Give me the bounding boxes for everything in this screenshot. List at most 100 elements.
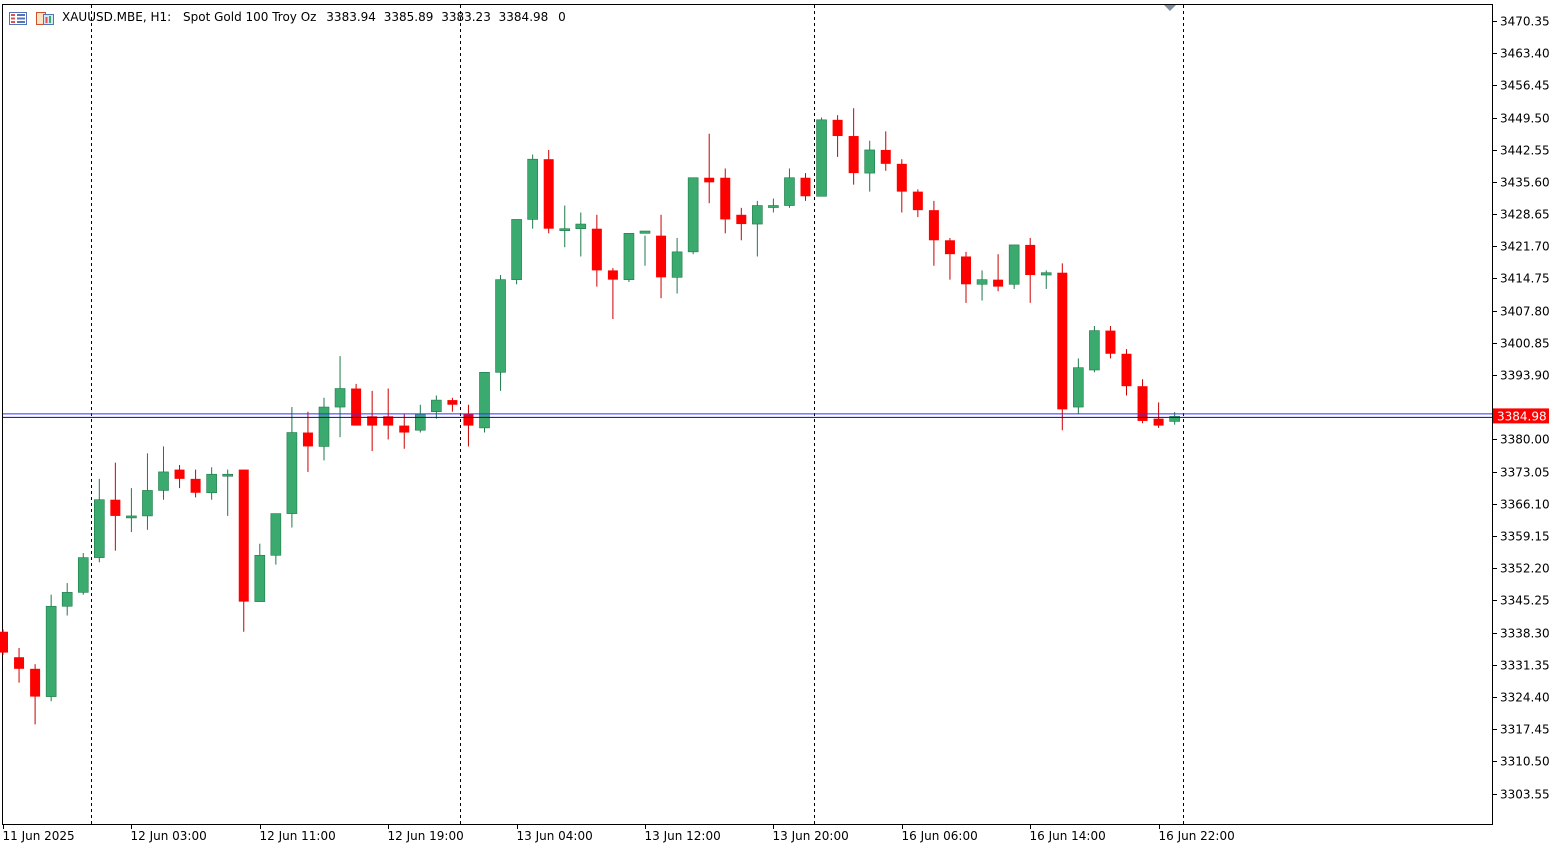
candle-body xyxy=(61,592,73,607)
candle-body xyxy=(511,219,522,280)
chart-header: XAUUSD.MBE, H1: Spot Gold 100 Troy Oz 33… xyxy=(62,10,570,24)
open-value: 3383.94 xyxy=(326,10,376,24)
price-lines xyxy=(3,413,1492,418)
candle xyxy=(896,159,907,213)
y-tick-label: 3414.75 xyxy=(1500,272,1550,286)
candle-body xyxy=(912,191,923,211)
candle xyxy=(302,411,313,472)
candle-body xyxy=(559,228,571,231)
candle xyxy=(527,154,538,229)
candle xyxy=(656,214,667,299)
symbol-label: XAUUSD.MBE, H1: xyxy=(62,10,172,24)
candle-body xyxy=(158,471,169,491)
candle xyxy=(14,647,25,683)
candle-body xyxy=(479,372,490,429)
x-tick-label: 16 Jun 22:00 xyxy=(1159,829,1235,843)
candle xyxy=(254,543,266,602)
candle xyxy=(993,254,1004,292)
current-price-label: 3384.98 xyxy=(1497,409,1547,423)
candle xyxy=(463,404,474,447)
candle xyxy=(607,268,618,320)
candle xyxy=(1040,270,1052,289)
scroll-marker-icon[interactable] xyxy=(1164,5,1176,11)
candle-body xyxy=(976,279,988,285)
y-tick-label: 3338.30 xyxy=(1500,627,1550,641)
y-tick-label: 3407.80 xyxy=(1500,305,1550,319)
candle-body xyxy=(687,177,699,253)
y-tick-label: 3428.65 xyxy=(1500,208,1550,222)
candle-body xyxy=(318,406,330,447)
candle-body xyxy=(351,388,362,426)
x-tick-label: 13 Jun 20:00 xyxy=(773,829,849,843)
candle-body xyxy=(45,605,57,697)
candle-body xyxy=(639,230,651,234)
candle-body xyxy=(302,432,313,447)
candle xyxy=(720,168,731,234)
candle xyxy=(671,237,683,294)
candle xyxy=(174,464,185,489)
candle xyxy=(704,133,715,204)
y-tick-label: 3400.85 xyxy=(1500,337,1550,351)
candle-body xyxy=(816,119,827,197)
candle-body xyxy=(1089,330,1100,371)
candle xyxy=(222,469,233,516)
candle-body xyxy=(752,205,763,225)
candle-body xyxy=(1137,386,1148,421)
candle xyxy=(367,390,378,452)
candle xyxy=(1089,325,1100,373)
y-tick-label: 3310.50 xyxy=(1500,755,1550,769)
candle-body xyxy=(993,279,1004,287)
x-tick-label: 16 Jun 06:00 xyxy=(902,829,978,843)
candle-body xyxy=(190,478,201,493)
candle-body xyxy=(30,668,41,697)
candle-body xyxy=(414,413,426,431)
candle xyxy=(479,372,490,433)
candle-body xyxy=(720,177,731,220)
candle-body xyxy=(832,119,843,137)
candle xyxy=(142,453,153,530)
candle-body xyxy=(607,270,618,280)
candle-body xyxy=(0,631,8,653)
candle-body xyxy=(527,158,538,220)
chart-window-icon[interactable] xyxy=(36,10,54,25)
candle-body xyxy=(238,469,249,602)
candle-body xyxy=(367,416,378,426)
candle-body xyxy=(206,473,217,494)
y-tick-label: 3463.40 xyxy=(1500,47,1550,61)
candle-body xyxy=(944,240,955,255)
y-tick-label: 3317.45 xyxy=(1500,723,1550,737)
candle xyxy=(1121,349,1132,396)
candle xyxy=(832,115,843,157)
candle-body xyxy=(94,499,105,558)
chart-list-icon[interactable] xyxy=(9,10,27,25)
candle xyxy=(768,198,779,213)
candle-body xyxy=(383,416,394,426)
candle-body xyxy=(623,233,635,280)
y-tick-label: 3331.35 xyxy=(1500,659,1550,673)
y-tick-label: 3442.55 xyxy=(1500,144,1550,158)
y-tick-label: 3352.20 xyxy=(1500,562,1550,576)
candle-body xyxy=(495,279,506,373)
candle xyxy=(238,469,249,632)
candle xyxy=(511,219,522,285)
candle-body xyxy=(270,513,282,556)
candle xyxy=(399,414,410,449)
candle xyxy=(559,205,571,248)
candle-body xyxy=(1169,416,1180,422)
y-tick-label: 3345.25 xyxy=(1500,594,1550,608)
x-tick-label: 12 Jun 03:00 xyxy=(131,829,207,843)
candle xyxy=(543,149,554,234)
y-tick-label: 3421.70 xyxy=(1500,240,1550,254)
candle-body xyxy=(896,163,907,192)
candle-body xyxy=(1025,244,1036,276)
volume-value: 0 xyxy=(558,10,566,24)
candle xyxy=(1153,402,1164,428)
y-tick-label: 3456.45 xyxy=(1500,79,1550,93)
candle xyxy=(1137,379,1148,424)
candle-body xyxy=(126,515,137,519)
candle xyxy=(0,629,8,655)
candle xyxy=(591,214,602,287)
price-axis: 3470.35 3463.40 3456.45 3449.50 3442.55 3435.… xyxy=(1492,15,1550,802)
candle-body xyxy=(1121,353,1132,387)
